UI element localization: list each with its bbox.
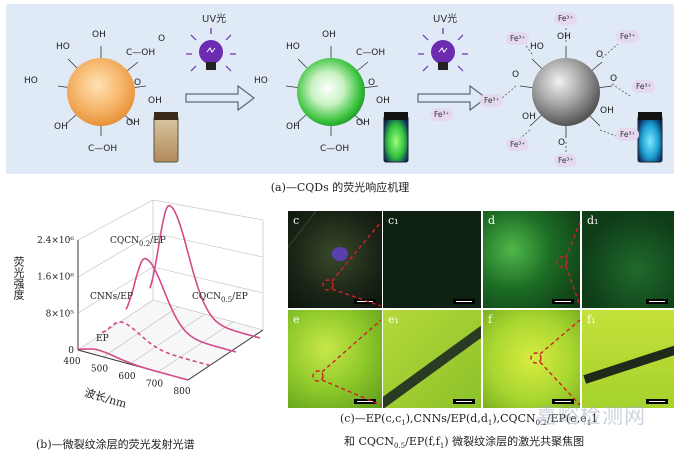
group-oh-r1: OH — [148, 96, 162, 106]
fe-ion-7: Fe³⁺ — [506, 138, 530, 151]
micro-label-e1: e₁ — [388, 313, 399, 326]
cqd-particle-green — [285, 46, 379, 136]
micrograph-c1: c₁ — [383, 211, 481, 308]
micro-label-d: d — [488, 214, 496, 227]
micro-label-e: e — [293, 313, 300, 326]
mechanism-diagram — [57, 26, 663, 163]
group2-oh-top: OH — [322, 30, 336, 40]
x-tick-label: 600 — [118, 372, 135, 382]
scale-bar — [354, 299, 376, 304]
group3-o-l: O — [512, 70, 520, 80]
fe-ion-1: Fe³⁺ — [506, 32, 530, 45]
group2-oh-l: OH — [286, 122, 300, 132]
micrograph-e: e — [288, 310, 382, 408]
cqd-particle-orange — [57, 46, 147, 136]
group-ho-tl: HO — [56, 42, 70, 52]
scale-bar — [552, 299, 574, 304]
y-axis-label: 荧光强度 — [12, 256, 25, 300]
group-oh-top: OH — [92, 30, 106, 40]
scale-bar — [646, 399, 668, 404]
caption-b: (b)—微裂纹涂层的荧光发射光谱 — [36, 438, 195, 451]
series-line-1 — [101, 320, 213, 367]
group3-oh-l: OH — [522, 112, 536, 122]
micrograph-d: d — [483, 211, 580, 308]
caption-a: (a)—CQDs 的荧光响应机理 — [270, 181, 410, 194]
micro-label-f1: f₁ — [587, 313, 596, 326]
group3-o-2: O — [610, 74, 618, 84]
y-tick-label: 1.6×10⁶ — [37, 273, 74, 283]
vial-green — [383, 112, 409, 163]
micrograph-c: c — [288, 211, 382, 308]
group-cooh-1: C—OH — [126, 48, 156, 58]
uv-bulb-icon-2 — [418, 28, 468, 72]
fe-ion-8: Fe³⁺ — [480, 94, 504, 107]
x-tick-label: 700 — [146, 380, 163, 390]
fe-ion-free: Fe³⁺ — [430, 108, 454, 121]
group2-cooh-2: C—OH — [320, 144, 350, 154]
group-o-1: O — [158, 34, 166, 44]
micro-label-d1: d₁ — [587, 214, 599, 227]
y-tick-label: 2.4×10⁶ — [37, 236, 74, 246]
caption-c-line1: (c)—EP(c,c1),CNNs/EP(d,d1),CQCN0.2/EP(e,… — [340, 412, 599, 428]
micro-label-c1: c₁ — [388, 214, 399, 227]
group2-oh-r: OH — [376, 96, 390, 106]
group2-o: O — [368, 78, 376, 88]
cqd-particle-gray — [499, 26, 631, 156]
uv-arrow-1 — [185, 84, 255, 112]
fe-ion-3: Fe³⁺ — [616, 30, 640, 43]
spectra-svg: 0 8×10⁵ 1.6×10⁶ 2.4×10⁶ 400 500 600 700 800 — [37, 199, 264, 397]
x-tick-label: 500 — [91, 365, 108, 375]
micrograph-e1: e₁ — [383, 310, 481, 408]
group-oh-l1: OH — [54, 122, 68, 132]
uv-label-2: UV光 — [433, 14, 458, 25]
spectra-chart: 0 8×10⁵ 1.6×10⁶ 2.4×10⁶ 400 500 600 700 800 EP C… — [8, 199, 280, 430]
mechanism-panel: UV光 UV光 OH C—OH O O OH OH C—OH OH HO HO … — [6, 4, 674, 174]
group2-ho-l: HO — [254, 76, 268, 86]
scale-bar — [354, 399, 376, 404]
series-line-0 — [77, 348, 189, 381]
micrograph-d1: d₁ — [582, 211, 674, 308]
fe-ion-2: Fe³⁺ — [554, 12, 578, 25]
series-label-cq02: CQCN0.2/EP — [110, 236, 166, 248]
group2-cooh-1: C—OH — [356, 48, 386, 58]
vial-orange — [153, 112, 179, 163]
series-label-cnns: CNNs/EP — [90, 292, 133, 302]
micro-label-c: c — [293, 214, 300, 227]
series-label-ep: EP — [96, 334, 109, 344]
scale-bar — [453, 299, 475, 304]
group-oh-r2: OH — [126, 118, 140, 128]
group3-oh-r: OH — [600, 106, 614, 116]
micrograph-f1: f₁ — [582, 310, 674, 408]
group3-oh-top: OH — [557, 32, 571, 42]
group3-o-1: O — [596, 50, 604, 60]
x-tick-label: 800 — [173, 387, 190, 397]
fe-ion-5: Fe³⁺ — [616, 128, 640, 141]
y-tick-label: 0 — [68, 346, 74, 356]
scale-bar — [646, 299, 668, 304]
group-o-2: O — [134, 78, 142, 88]
caption-c-line2: 和 CQCN0.5/EP(f,f1) 微裂纹涂层的激光共聚焦图 — [344, 435, 585, 451]
uv-label-1: UV光 — [202, 14, 227, 25]
series-label-cq05: CQCN0.5/EP — [192, 292, 248, 304]
y-tick-label: 8×10⁵ — [46, 309, 75, 319]
watermark: 嘉峪检测网 — [536, 404, 646, 428]
vial-blue — [637, 112, 663, 163]
group2-oh-r2: OH — [356, 118, 370, 128]
micro-label-f: f — [488, 313, 493, 326]
uv-bulb-icon — [186, 28, 236, 72]
micrograph-f: f — [483, 310, 580, 408]
group3-o-b: O — [558, 138, 566, 148]
scale-bar — [453, 399, 475, 404]
uv-arrow-2 — [417, 84, 487, 112]
group2-ho-tl: HO — [286, 42, 300, 52]
x-tick-label: 400 — [63, 357, 80, 367]
series-line-2 — [125, 257, 237, 353]
series-line-3 — [149, 204, 261, 339]
group3-ho-tl: HO — [530, 42, 544, 52]
group-ho-l: HO — [24, 76, 38, 86]
fe-ion-6: Fe³⁺ — [554, 154, 578, 167]
fe-ion-4: Fe³⁺ — [632, 80, 656, 93]
group-cooh-2: C—OH — [88, 144, 118, 154]
